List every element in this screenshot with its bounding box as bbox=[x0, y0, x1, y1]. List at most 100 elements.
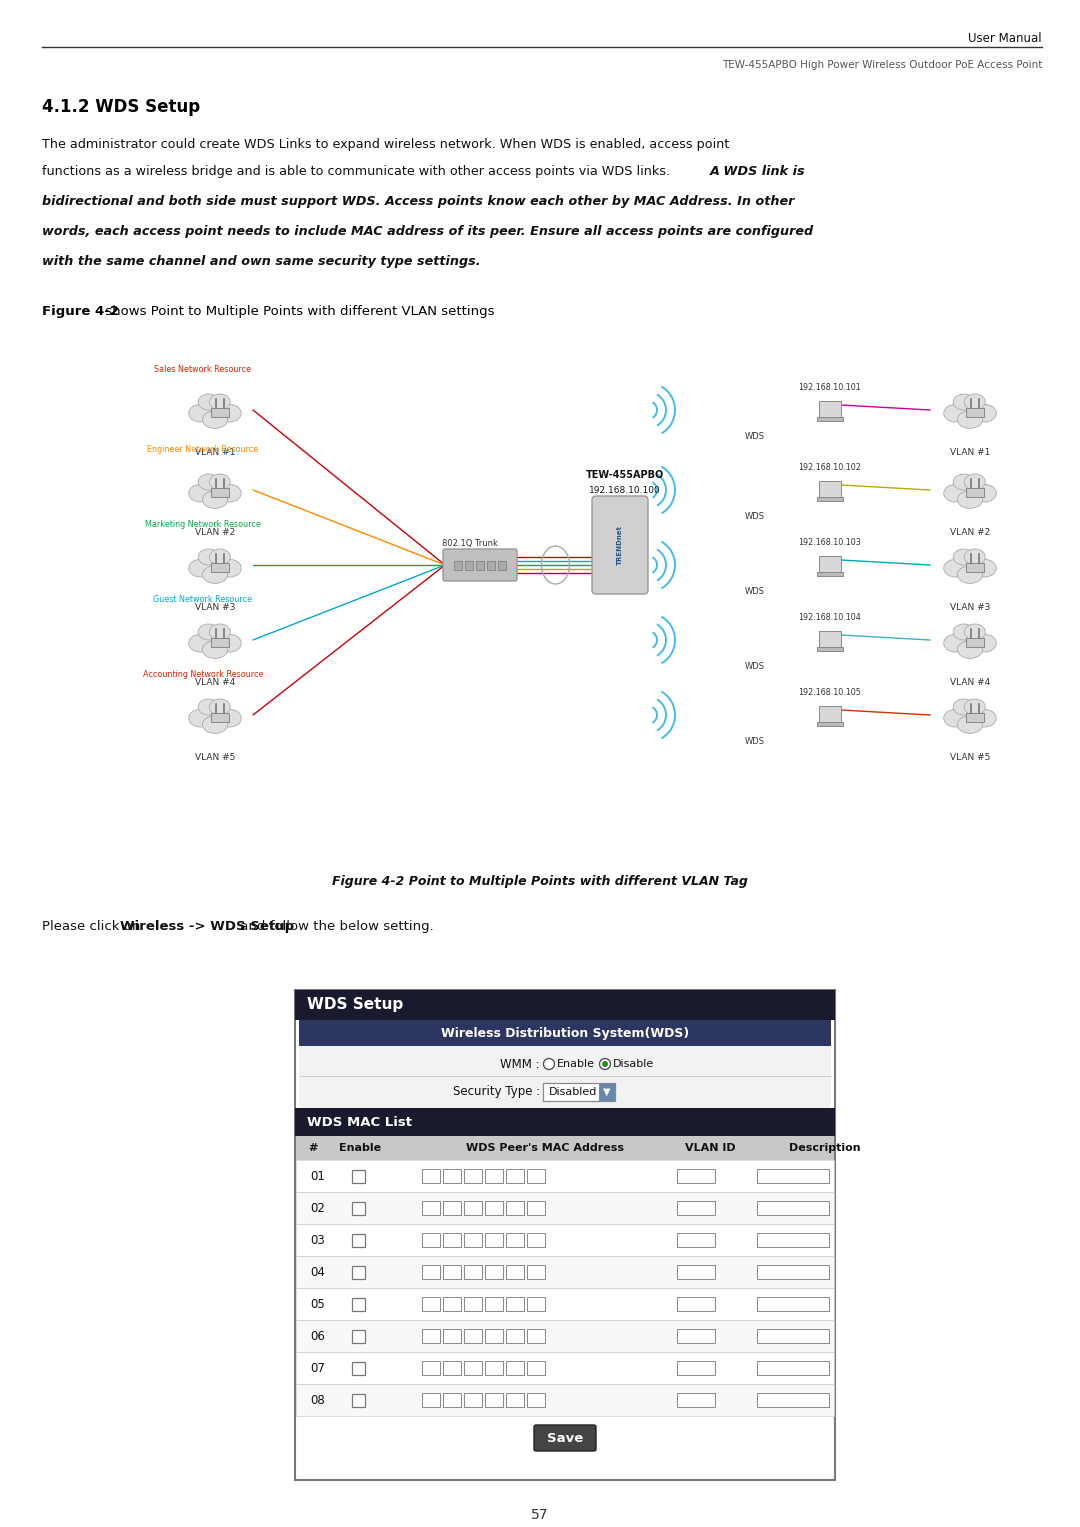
Bar bbox=[296, 1287, 834, 1319]
Text: ▼: ▼ bbox=[604, 1087, 611, 1096]
Bar bbox=[819, 402, 841, 417]
Bar bbox=[816, 496, 843, 501]
Bar bbox=[527, 1296, 545, 1312]
Bar bbox=[487, 560, 495, 570]
Text: Please click on: Please click on bbox=[42, 919, 145, 933]
Bar bbox=[757, 1232, 829, 1248]
Text: Engineer Network Resource: Engineer Network Resource bbox=[147, 444, 259, 454]
Bar bbox=[507, 1170, 524, 1183]
Ellipse shape bbox=[189, 484, 212, 502]
Bar bbox=[485, 1264, 503, 1280]
Bar bbox=[485, 1170, 503, 1183]
Bar bbox=[352, 1362, 365, 1374]
Ellipse shape bbox=[218, 559, 241, 577]
Ellipse shape bbox=[954, 394, 974, 411]
Text: VLAN #3: VLAN #3 bbox=[194, 603, 235, 612]
Bar bbox=[211, 713, 229, 721]
Ellipse shape bbox=[199, 478, 231, 502]
Ellipse shape bbox=[199, 628, 231, 652]
Text: Marketing Network Resource: Marketing Network Resource bbox=[145, 521, 261, 528]
Bar bbox=[966, 487, 984, 496]
Bar bbox=[443, 1264, 461, 1280]
Text: WDS: WDS bbox=[745, 586, 765, 596]
Ellipse shape bbox=[944, 484, 967, 502]
Text: VLAN #5: VLAN #5 bbox=[194, 753, 235, 762]
Bar bbox=[677, 1328, 715, 1344]
Bar bbox=[296, 1257, 834, 1287]
Bar bbox=[816, 722, 843, 725]
Bar bbox=[299, 1046, 831, 1109]
Bar bbox=[527, 1361, 545, 1374]
Ellipse shape bbox=[973, 559, 996, 577]
Bar bbox=[816, 417, 843, 421]
Circle shape bbox=[543, 1058, 554, 1069]
Bar bbox=[464, 1232, 482, 1248]
Text: functions as a wireless bridge and is able to communicate with other access poin: functions as a wireless bridge and is ab… bbox=[42, 165, 674, 179]
Bar bbox=[757, 1361, 829, 1374]
Ellipse shape bbox=[964, 473, 985, 490]
Bar bbox=[507, 1393, 524, 1406]
Text: TRENDnet: TRENDnet bbox=[617, 525, 623, 565]
Bar bbox=[464, 1264, 482, 1280]
Text: 02: 02 bbox=[311, 1202, 325, 1214]
Text: VLAN #3: VLAN #3 bbox=[949, 603, 990, 612]
Ellipse shape bbox=[199, 394, 219, 411]
Ellipse shape bbox=[202, 490, 228, 508]
Bar bbox=[422, 1232, 440, 1248]
Bar bbox=[819, 631, 841, 647]
Text: WDS Peer's MAC Address: WDS Peer's MAC Address bbox=[465, 1144, 624, 1153]
Bar bbox=[677, 1296, 715, 1312]
Bar bbox=[443, 1170, 461, 1183]
Text: TEW-455APBO High Power Wireless Outdoor PoE Access Point: TEW-455APBO High Power Wireless Outdoor … bbox=[721, 60, 1042, 70]
Bar bbox=[464, 1328, 482, 1344]
Bar bbox=[295, 989, 835, 1020]
Bar bbox=[295, 989, 835, 1480]
Bar bbox=[464, 1170, 482, 1183]
Text: VLAN #4: VLAN #4 bbox=[194, 678, 235, 687]
Text: 192.168.10.102: 192.168.10.102 bbox=[798, 463, 862, 472]
Bar bbox=[464, 1296, 482, 1312]
Text: Description: Description bbox=[789, 1144, 861, 1153]
Bar bbox=[527, 1202, 545, 1215]
FancyBboxPatch shape bbox=[534, 1425, 596, 1451]
Ellipse shape bbox=[973, 710, 996, 727]
Text: 07: 07 bbox=[311, 1362, 325, 1374]
Bar bbox=[507, 1328, 524, 1344]
Bar bbox=[443, 1328, 461, 1344]
Bar bbox=[757, 1170, 829, 1183]
Text: VLAN #2: VLAN #2 bbox=[194, 528, 235, 538]
Bar bbox=[485, 1296, 503, 1312]
Ellipse shape bbox=[955, 553, 986, 577]
Text: User Manual: User Manual bbox=[969, 32, 1042, 44]
Text: Wireless Distribution System(WDS): Wireless Distribution System(WDS) bbox=[441, 1026, 689, 1040]
Bar bbox=[443, 1393, 461, 1406]
Bar bbox=[966, 713, 984, 721]
Bar bbox=[211, 408, 229, 417]
FancyBboxPatch shape bbox=[592, 496, 648, 594]
Bar bbox=[599, 1083, 615, 1101]
Text: VLAN #1: VLAN #1 bbox=[194, 447, 235, 457]
Ellipse shape bbox=[944, 634, 967, 652]
Bar bbox=[299, 1020, 831, 1046]
Text: words, each access point needs to include MAC address of its peer. Ensure all ac: words, each access point needs to includ… bbox=[42, 224, 813, 238]
Circle shape bbox=[602, 1061, 608, 1067]
Bar bbox=[485, 1328, 503, 1344]
Ellipse shape bbox=[210, 550, 230, 565]
Bar bbox=[757, 1393, 829, 1406]
Bar bbox=[485, 1232, 503, 1248]
Text: bidirectional and both side must support WDS. Access points know each other by M: bidirectional and both side must support… bbox=[42, 195, 795, 208]
Ellipse shape bbox=[218, 710, 241, 727]
Ellipse shape bbox=[202, 641, 228, 658]
Bar bbox=[485, 1393, 503, 1406]
Text: 4.1.2 WDS Setup: 4.1.2 WDS Setup bbox=[42, 98, 200, 116]
Bar bbox=[443, 1232, 461, 1248]
Ellipse shape bbox=[955, 702, 986, 727]
Bar bbox=[527, 1393, 545, 1406]
Text: VLAN #2: VLAN #2 bbox=[950, 528, 990, 538]
Bar bbox=[816, 647, 843, 651]
Text: 192.168.10.104: 192.168.10.104 bbox=[798, 612, 862, 621]
Ellipse shape bbox=[957, 411, 983, 429]
Text: VLAN #4: VLAN #4 bbox=[950, 678, 990, 687]
Text: WDS: WDS bbox=[745, 663, 765, 670]
Text: VLAN ID: VLAN ID bbox=[685, 1144, 735, 1153]
